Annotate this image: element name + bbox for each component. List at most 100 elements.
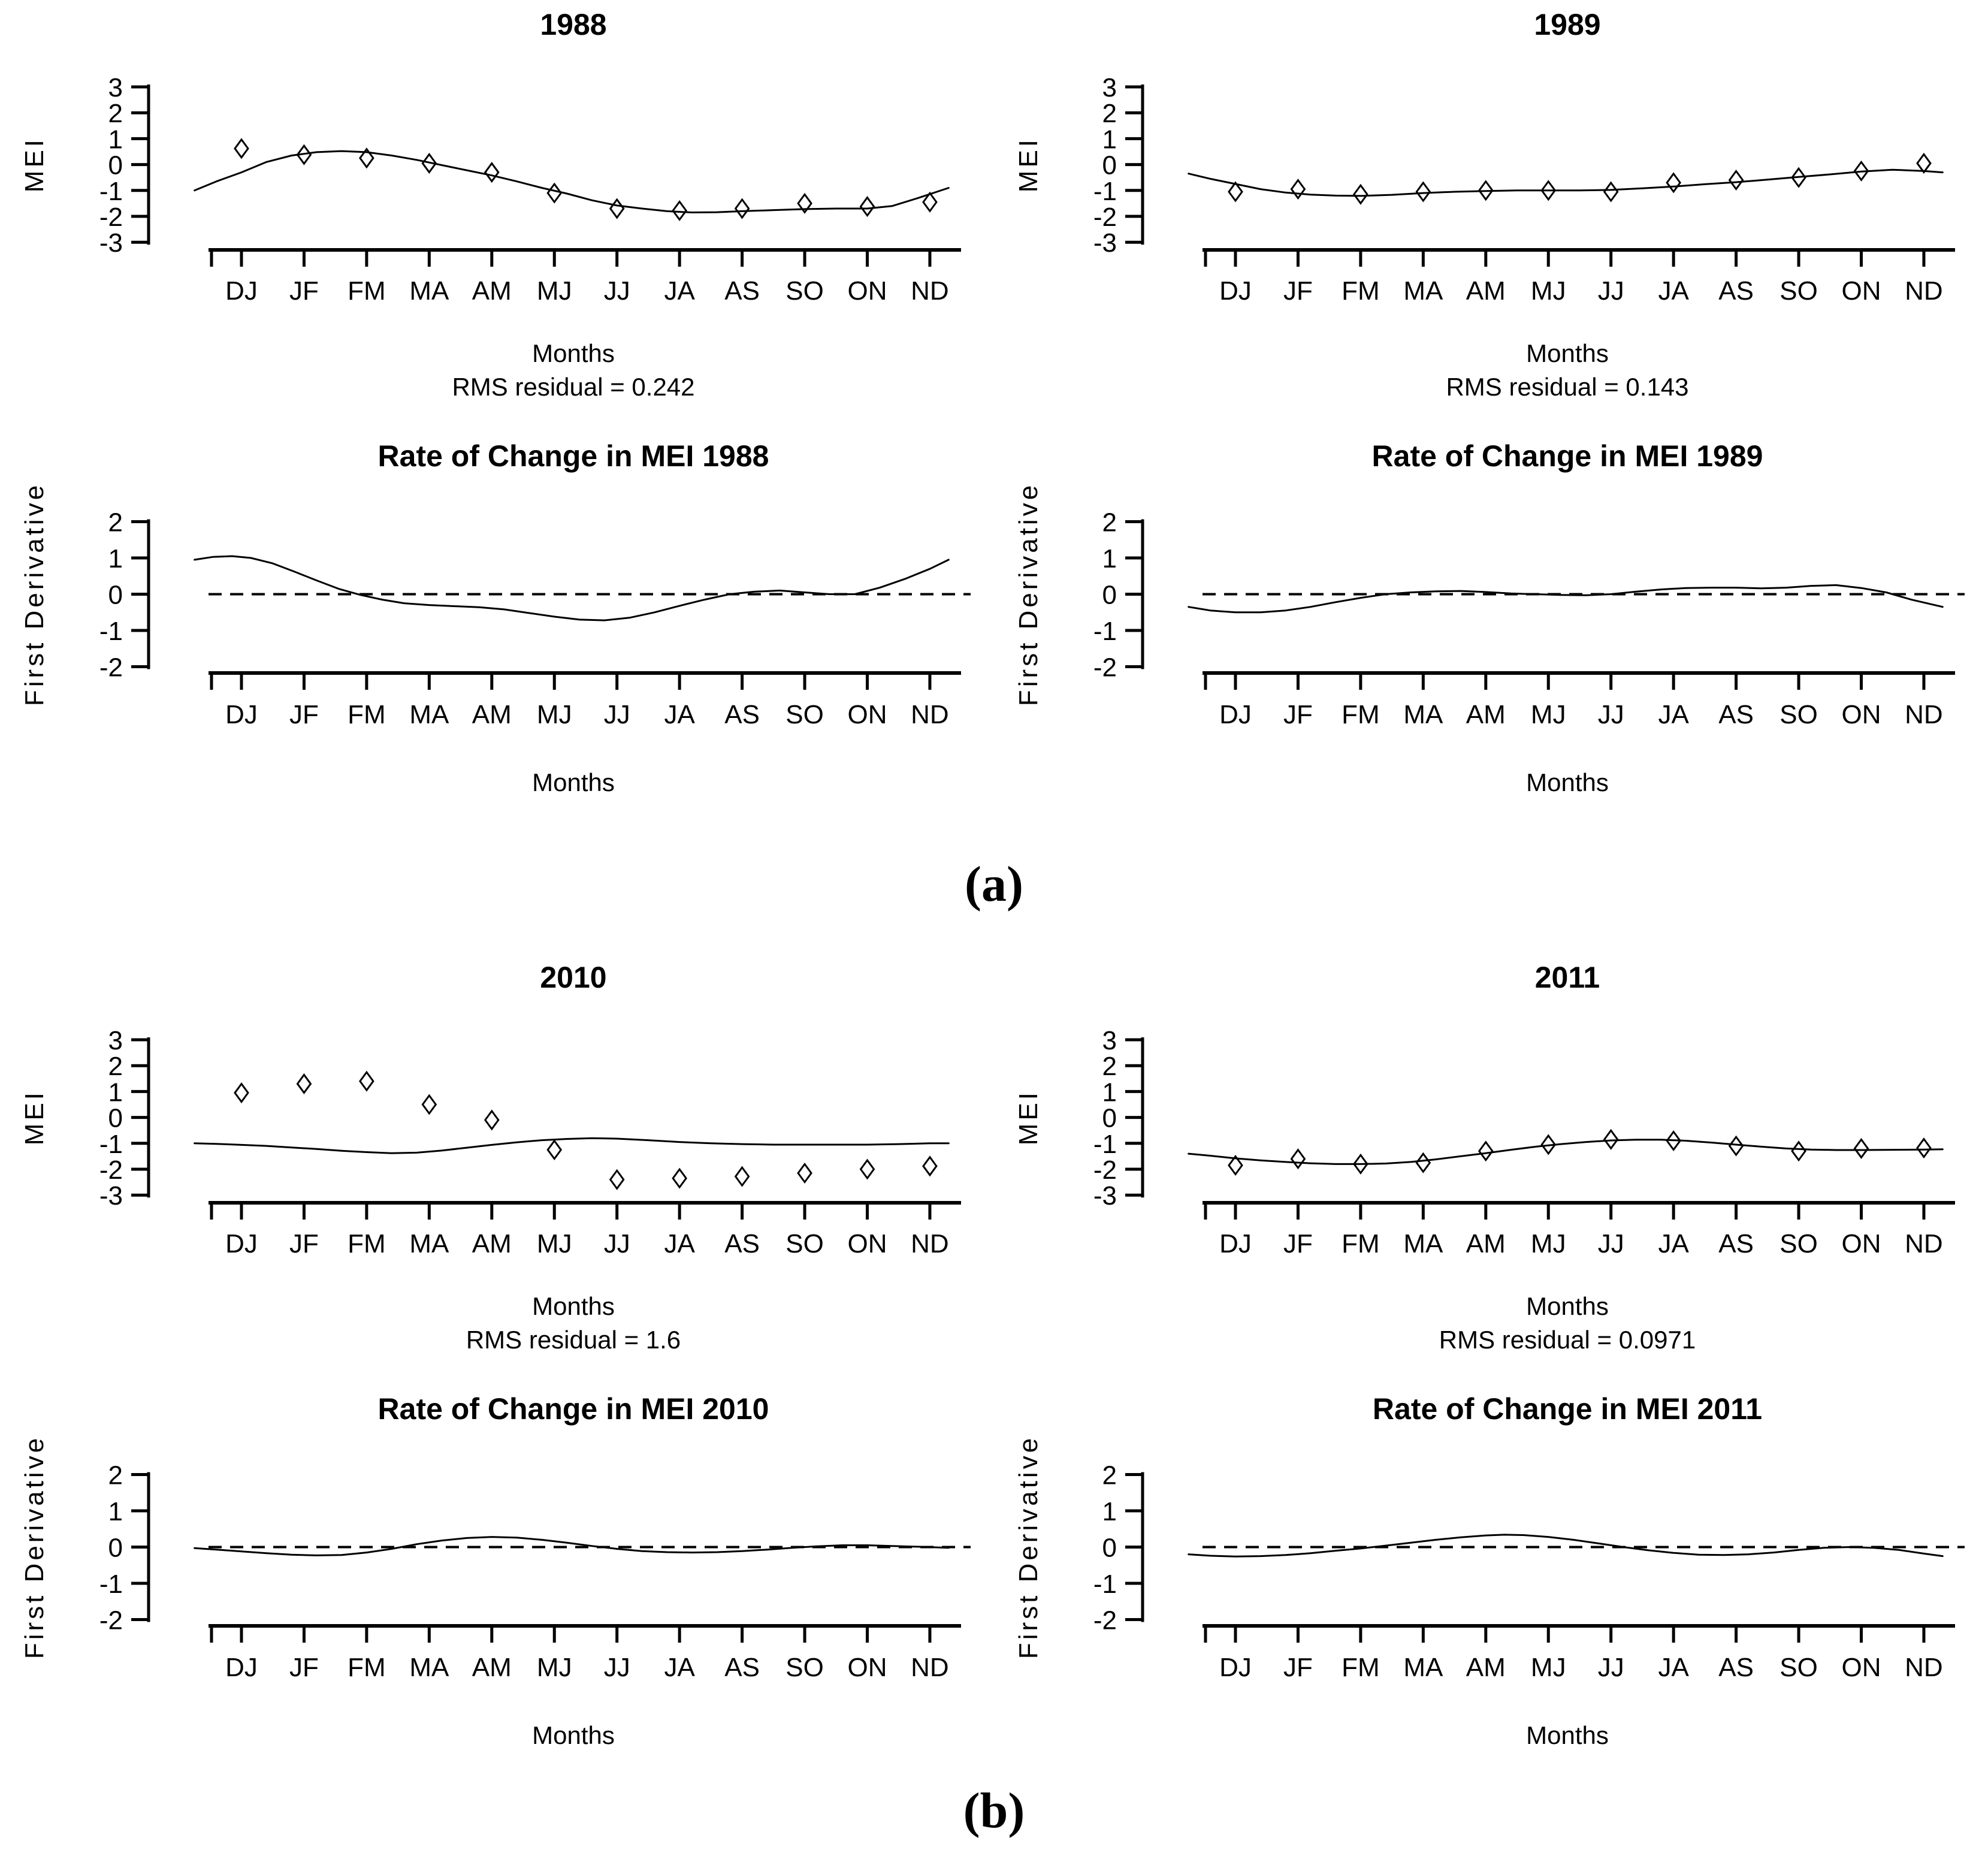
x-axis-label: Months — [1526, 1292, 1609, 1320]
y-axis-label: First Derivative — [20, 1435, 49, 1659]
rms-residual-label: RMS residual = 0.242 — [452, 373, 694, 401]
data-point-marker — [546, 1139, 563, 1161]
x-tick-label: JF — [1283, 276, 1313, 306]
y-tick-label: 2 — [108, 508, 123, 538]
x-tick-label: DJ — [225, 276, 258, 306]
chart-title: Rate of Change in MEI 1988 — [378, 439, 769, 473]
y-axis-label: MEI — [20, 137, 49, 192]
x-tick-label: JA — [1658, 1653, 1689, 1682]
x-tick-label: AS — [1718, 1229, 1754, 1259]
data-point-marker — [546, 182, 563, 204]
y-tick-label: 2 — [1102, 508, 1117, 538]
y-tick-label: 2 — [1102, 1461, 1117, 1490]
x-tick-label: ON — [1842, 1653, 1881, 1682]
y-tick-label: -1 — [1093, 1130, 1117, 1159]
y-tick-label: 1 — [1102, 1078, 1117, 1107]
data-point-marker — [1540, 180, 1557, 201]
data-point-marker — [1791, 167, 1806, 188]
panel-a: 1988 3 2 1 0 -1 -2 -3 MEI DJ JF FM MA AM MJ JJ JA AS SO ON N… — [0, 8, 1988, 912]
x-tick-label: AM — [472, 276, 512, 306]
x-tick-label: MA — [1403, 1653, 1443, 1682]
x-tick-label: ND — [1905, 1229, 1943, 1259]
x-tick-label: ON — [1842, 700, 1881, 729]
data-point-marker — [1666, 1130, 1682, 1152]
data-point-marker — [1791, 1140, 1806, 1162]
data-point-marker — [234, 138, 249, 159]
x-tick-label: MJ — [537, 700, 572, 729]
x-tick-label: MJ — [1531, 700, 1566, 729]
x-tick-label: JF — [1283, 1229, 1313, 1259]
x-tick-label: MJ — [1531, 276, 1566, 306]
y-tick-label: 2 — [1102, 1052, 1117, 1081]
x-tick-label: FM — [1342, 700, 1380, 729]
data-point-marker — [1728, 169, 1744, 191]
x-axis-label: Months — [1526, 1721, 1609, 1749]
x-tick-label: JA — [664, 276, 695, 306]
x-tick-label: JA — [1658, 276, 1689, 306]
y-tick-label: 0 — [1102, 581, 1117, 610]
y-tick-label: 1 — [1102, 544, 1117, 574]
y-tick-label: 0 — [108, 1104, 123, 1133]
x-tick-label: AM — [472, 1229, 512, 1259]
data-point-marker — [1290, 179, 1306, 200]
x-tick-label: JF — [289, 276, 319, 306]
data-point-marker — [1415, 181, 1431, 203]
y-tick-label: 0 — [1102, 1104, 1117, 1133]
y-tick-label: -3 — [99, 228, 123, 258]
x-tick-label: ND — [911, 1229, 949, 1259]
chart-title: 1989 — [1534, 8, 1600, 41]
panel-b-row-mei: 2010 3 2 1 0 -1 -2 -3 MEI DJ JF FM MA AM MJ JJ JA AS SO ON N… — [0, 953, 1988, 1372]
chart-mei-2011: 2011 3 2 1 0 -1 -2 -3 MEI DJ JF FM MA AM MJ JJ JA AS SO ON N… — [994, 953, 1988, 1372]
panel-a-row-derivative: Rate of Change in MEI 1988 2 1 0 -1 -2 First D… — [0, 420, 1988, 815]
data-point-marker — [421, 152, 437, 174]
chart-roc-1989-svg: Rate of Change in MEI 1989 2 1 0 -1 -2 First D… — [1014, 439, 1965, 796]
x-tick-label: JA — [664, 700, 695, 729]
y-tick-label: 1 — [1102, 125, 1117, 154]
x-tick-label: AS — [724, 276, 760, 306]
x-tick-label: DJ — [225, 1653, 258, 1682]
chart-roc-2010-svg: Rate of Change in MEI 2010 2 1 0 -1 -2 First D… — [20, 1392, 971, 1749]
x-tick-label: MA — [409, 1229, 449, 1259]
y-tick-label: 1 — [108, 125, 123, 154]
x-tick-label: ON — [1842, 1229, 1881, 1259]
x-tick-label: ON — [848, 276, 887, 306]
data-point-marker — [1603, 1128, 1619, 1150]
x-tick-label: JA — [1658, 700, 1689, 729]
y-tick-label: -1 — [99, 617, 123, 646]
y-tick-label: 1 — [108, 1497, 123, 1526]
x-tick-label: AM — [472, 1653, 512, 1682]
y-axis-label: MEI — [20, 1090, 49, 1145]
data-point-marker — [1603, 181, 1619, 203]
y-tick-label: 1 — [108, 1078, 123, 1107]
y-tick-label: 2 — [108, 1052, 123, 1081]
data-point-marker — [922, 1155, 938, 1177]
x-tick-label: JF — [1283, 700, 1313, 729]
chart-roc-2011: Rate of Change in MEI 2011 2 1 0 -1 -2 First D… — [994, 1372, 1988, 1768]
data-point-marker — [1353, 1153, 1368, 1175]
panel-b: 2010 3 2 1 0 -1 -2 -3 MEI DJ JF FM MA AM MJ JJ JA AS SO ON N… — [0, 953, 1988, 1853]
x-tick-label: AS — [1718, 1653, 1754, 1682]
y-tick-label: 0 — [1102, 151, 1117, 180]
data-point-marker — [1853, 1137, 1869, 1159]
y-tick-label: -1 — [99, 177, 123, 206]
data-point-marker — [484, 1109, 500, 1131]
data-point-marker — [1478, 1140, 1494, 1162]
chart-title: 2010 — [540, 961, 606, 994]
data-point-marker — [1353, 183, 1368, 205]
y-tick-label: 2 — [108, 1461, 123, 1490]
x-tick-label: AS — [1718, 276, 1754, 306]
data-point-marker — [421, 1094, 437, 1115]
chart-roc-2011-svg: Rate of Change in MEI 2011 2 1 0 -1 -2 First D… — [1014, 1392, 1965, 1749]
x-tick-label: AM — [1466, 276, 1506, 306]
x-tick-label: JJ — [1598, 700, 1624, 729]
fit-curve — [1188, 1534, 1944, 1558]
y-axis-label: First Derivative — [20, 482, 49, 706]
x-tick-label: JJ — [1598, 1653, 1624, 1682]
data-point-marker — [1853, 160, 1869, 182]
x-tick-label: SO — [1779, 276, 1818, 306]
